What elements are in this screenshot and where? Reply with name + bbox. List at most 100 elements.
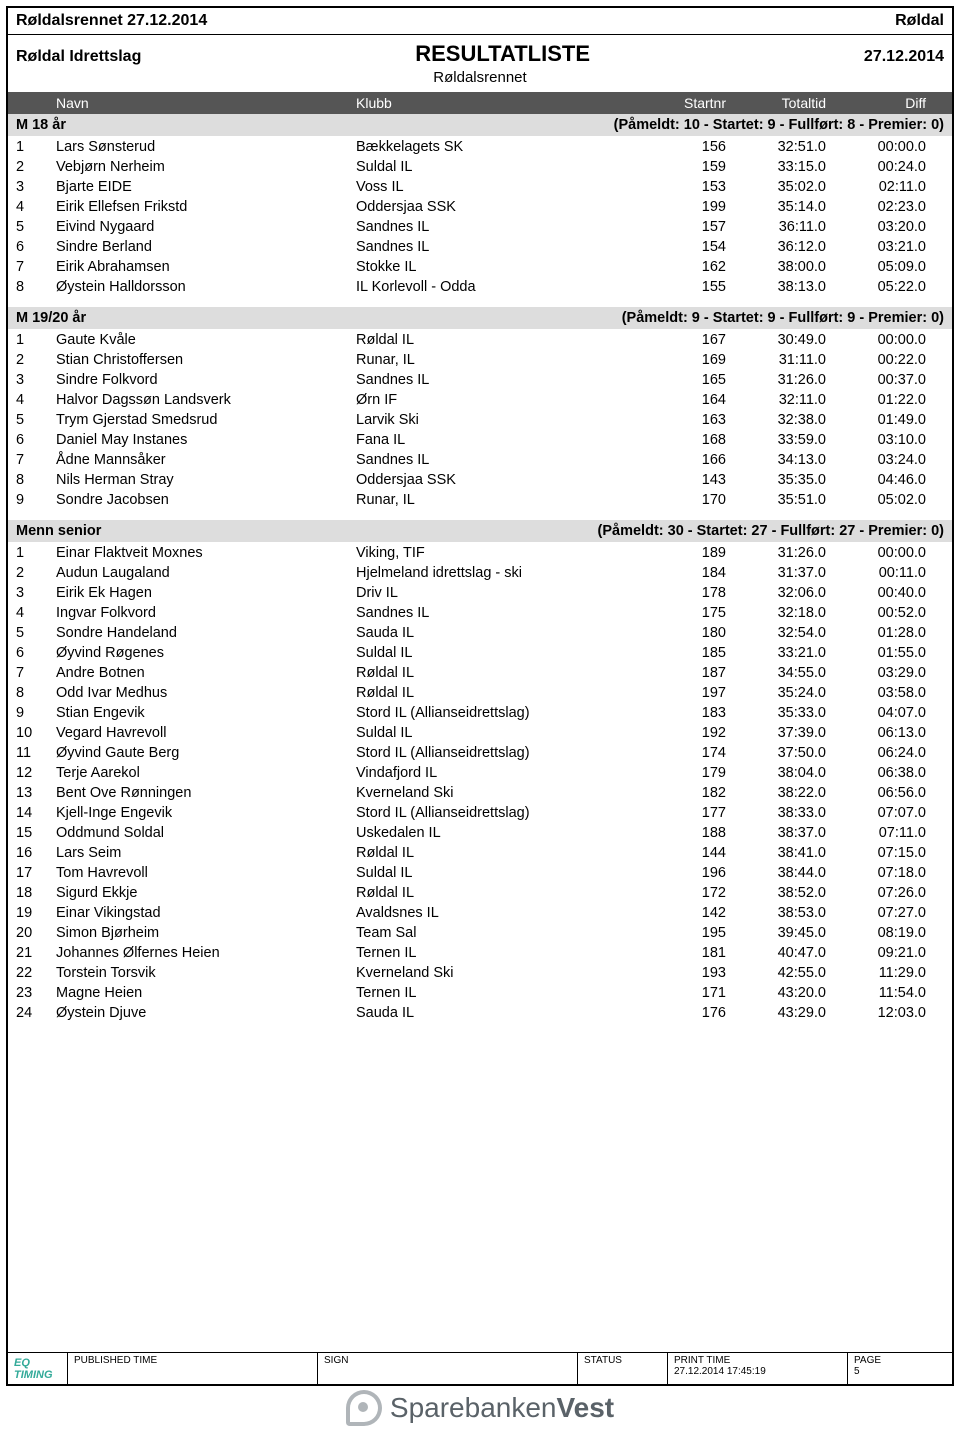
cell-name: Einar Flaktveit Moxnes — [56, 545, 356, 561]
result-row: 6Sindre BerlandSandnes IL15436:12.003:21… — [8, 237, 952, 257]
cell-place: 4 — [16, 392, 56, 408]
cell-place: 5 — [16, 625, 56, 641]
cell-total: 42:55.0 — [726, 965, 826, 981]
cell-startnr: 195 — [636, 925, 726, 941]
cell-diff: 02:11.0 — [826, 179, 926, 195]
cell-name: Simon Bjørheim — [56, 925, 356, 941]
cell-club: Ørn IF — [356, 392, 636, 408]
cell-place: 7 — [16, 665, 56, 681]
footer: EQ TIMING PUBLISHED TIME SIGN STATUS PRI… — [8, 1352, 952, 1384]
cell-startnr: 143 — [636, 472, 726, 488]
cell-name: Kjell-Inge Engevik — [56, 805, 356, 821]
cell-total: 38:22.0 — [726, 785, 826, 801]
cell-diff: 03:20.0 — [826, 219, 926, 235]
cell-startnr: 180 — [636, 625, 726, 641]
cell-startnr: 177 — [636, 805, 726, 821]
cell-startnr: 170 — [636, 492, 726, 508]
cell-startnr: 189 — [636, 545, 726, 561]
cell-total: 38:00.0 — [726, 259, 826, 275]
cell-startnr: 188 — [636, 825, 726, 841]
cell-diff: 11:54.0 — [826, 985, 926, 1001]
cell-name: Daniel May Instanes — [56, 432, 356, 448]
cell-total: 35:51.0 — [726, 492, 826, 508]
result-row: 20Simon BjørheimTeam Sal19539:45.008:19.… — [8, 923, 952, 943]
cell-club: Voss IL — [356, 179, 636, 195]
cell-total: 32:18.0 — [726, 605, 826, 621]
result-row: 8Øystein HalldorssonIL Korlevoll - Odda1… — [8, 277, 952, 297]
cell-startnr: 153 — [636, 179, 726, 195]
result-row: 9Sondre JacobsenRunar, IL17035:51.005:02… — [8, 490, 952, 510]
result-row: 7Andre BotnenRøldal IL18734:55.003:29.0 — [8, 663, 952, 683]
result-row: 7Eirik AbrahamsenStokke IL16238:00.005:0… — [8, 257, 952, 277]
cell-name: Eirik Abrahamsen — [56, 259, 356, 275]
category-header: M 18 år(Påmeldt: 10 - Startet: 9 - Fullf… — [8, 114, 952, 136]
cell-total: 31:26.0 — [726, 545, 826, 561]
cell-total: 38:37.0 — [726, 825, 826, 841]
cell-total: 33:15.0 — [726, 159, 826, 175]
cell-total: 36:11.0 — [726, 219, 826, 235]
cell-name: Ådne Mannsåker — [56, 452, 356, 468]
category-name: M 18 år — [16, 117, 66, 133]
cell-startnr: 166 — [636, 452, 726, 468]
cell-startnr: 192 — [636, 725, 726, 741]
result-row: 8Nils Herman StrayOddersjaa SSK14335:35.… — [8, 470, 952, 490]
page: Røldalsrennet 27.12.2014 Røldal Røldal I… — [6, 6, 954, 1386]
cell-diff: 07:11.0 — [826, 825, 926, 841]
result-row: 11Øyvind Gaute BergStord IL (Allianseidr… — [8, 743, 952, 763]
status-label: STATUS — [578, 1353, 668, 1384]
cell-total: 38:53.0 — [726, 905, 826, 921]
result-row: 6Øyvind RøgenesSuldal IL18533:21.001:55.… — [8, 643, 952, 663]
result-row: 15Oddmund SoldalUskedalen IL18838:37.007… — [8, 823, 952, 843]
cell-club: Stord IL (Allianseidrettslag) — [356, 745, 636, 761]
cell-total: 31:11.0 — [726, 352, 826, 368]
cell-club: Driv IL — [356, 585, 636, 601]
cell-startnr: 155 — [636, 279, 726, 295]
cell-total: 38:52.0 — [726, 885, 826, 901]
cell-club: Sandnes IL — [356, 452, 636, 468]
cell-place: 4 — [16, 605, 56, 621]
cell-name: Vebjørn Nerheim — [56, 159, 356, 175]
cell-club: Sauda IL — [356, 1005, 636, 1021]
cell-place: 2 — [16, 565, 56, 581]
cell-startnr: 142 — [636, 905, 726, 921]
cell-startnr: 175 — [636, 605, 726, 621]
print-time-value: 27.12.2014 17:45:19 — [674, 1366, 841, 1377]
cell-total: 37:50.0 — [726, 745, 826, 761]
cell-place: 11 — [16, 745, 56, 761]
main-title: RESULTATLISTE — [141, 41, 864, 67]
cell-total: 37:39.0 — [726, 725, 826, 741]
category-name: Menn senior — [16, 523, 101, 539]
cell-diff: 01:28.0 — [826, 625, 926, 641]
result-row: 3Eirik Ek HagenDriv IL17832:06.000:40.0 — [8, 583, 952, 603]
cell-name: Bjarte EIDE — [56, 179, 356, 195]
cell-club: Suldal IL — [356, 645, 636, 661]
cell-club: Røldal IL — [356, 885, 636, 901]
cell-place: 14 — [16, 805, 56, 821]
cell-total: 35:33.0 — [726, 705, 826, 721]
result-row: 14Kjell-Inge EngevikStord IL (Allianseid… — [8, 803, 952, 823]
cell-total: 32:54.0 — [726, 625, 826, 641]
cell-place: 2 — [16, 159, 56, 175]
cell-name: Øyvind Røgenes — [56, 645, 356, 661]
cell-club: Stord IL (Allianseidrettslag) — [356, 705, 636, 721]
cell-diff: 01:49.0 — [826, 412, 926, 428]
cell-total: 38:44.0 — [726, 865, 826, 881]
category-summary: (Påmeldt: 30 - Startet: 27 - Fullført: 2… — [598, 523, 944, 539]
cell-total: 38:04.0 — [726, 765, 826, 781]
cell-diff: 08:19.0 — [826, 925, 926, 941]
cell-startnr: 171 — [636, 985, 726, 1001]
result-row: 5Trym Gjerstad SmedsrudLarvik Ski16332:3… — [8, 410, 952, 430]
cell-club: Suldal IL — [356, 159, 636, 175]
top-line: Røldalsrennet 27.12.2014 Røldal — [8, 8, 952, 35]
cell-total: 43:29.0 — [726, 1005, 826, 1021]
cell-place: 3 — [16, 179, 56, 195]
cell-place: 20 — [16, 925, 56, 941]
cell-place: 9 — [16, 705, 56, 721]
result-row: 16Lars SeimRøldal IL14438:41.007:15.0 — [8, 843, 952, 863]
cell-place: 8 — [16, 472, 56, 488]
cell-place: 12 — [16, 765, 56, 781]
cell-name: Sigurd Ekkje — [56, 885, 356, 901]
cell-diff: 01:22.0 — [826, 392, 926, 408]
cell-total: 31:26.0 — [726, 372, 826, 388]
cell-place: 3 — [16, 372, 56, 388]
